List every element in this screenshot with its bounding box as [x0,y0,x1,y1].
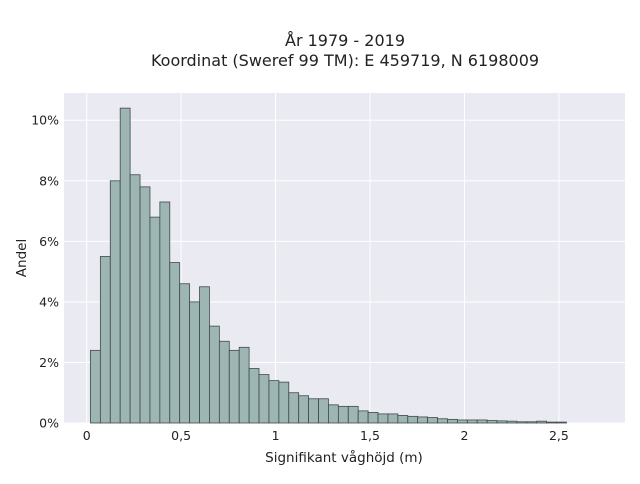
histogram-bar [427,417,438,424]
histogram-bar [288,392,300,424]
tick-labels: 0 0,5 1 1,5 2 2,5 0% 2% 4% 6% 8% 10% [31,113,569,443]
histogram-bar [556,421,567,424]
histogram-bar [129,174,141,424]
histogram-bar [328,404,339,424]
histogram-bar [278,381,290,424]
histogram-bar [526,421,538,424]
histogram-bar [447,418,458,424]
x-tick-label: 1,5 [360,428,380,443]
histogram-bar [308,398,319,424]
histogram-bar [159,201,171,424]
histogram-bar [516,421,528,424]
histogram-bar [407,415,419,424]
histogram-bar [90,349,101,424]
histogram-bar [179,283,191,424]
histogram-bar [437,418,448,424]
x-tick-label: 2,5 [549,428,569,443]
histogram-bar [476,419,488,424]
histogram-bar [318,398,329,424]
chart-subtitle: Koordinat (Sweref 99 TM): E 459719, N 61… [151,51,539,70]
y-tick-label: 0% [39,416,59,431]
histogram-bar [536,420,548,424]
histogram-bar [99,256,111,424]
histogram-bar [466,419,478,424]
x-tick-label: 0,5 [171,428,191,443]
histogram-bar [298,395,310,424]
histogram-bar [417,416,429,424]
x-tick-label: 2 [460,428,468,443]
histogram-bar [486,420,498,424]
histogram-bars [90,107,567,424]
histogram-bar [228,349,240,424]
y-tick-label: 2% [39,355,59,370]
histogram-bar [357,410,369,424]
histogram-bar [238,346,250,424]
y-tick-label: 6% [39,234,59,249]
histogram-bar [506,420,518,424]
histogram-bar [496,420,508,424]
histogram-bar [377,413,389,424]
histogram-bar [169,262,181,424]
y-axis-label: Andel [14,239,30,277]
x-tick-label: 1 [272,428,280,443]
histogram-bar [139,186,151,424]
histogram-bar [248,368,260,424]
histogram-bar [258,374,270,424]
histogram-bar [109,180,121,424]
chart-title: År 1979 - 2019 [285,31,405,50]
histogram-bar [189,301,200,424]
histogram-bar [387,413,399,424]
histogram-bar [397,415,409,424]
histogram-bar [268,380,280,424]
x-axis-label: Signifikant våghöjd (m) [265,449,423,466]
y-tick-label: 10% [31,113,59,128]
histogram-bar [209,325,220,424]
histogram-bar [456,419,468,424]
histogram-bar [337,405,349,424]
histogram-bar [218,340,230,424]
histogram-bar [347,405,359,424]
y-tick-label: 4% [39,294,59,309]
y-tick-label: 8% [39,173,59,188]
histogram-bar [367,412,379,424]
x-tick-label: 0 [83,428,91,443]
histogram-bar [199,286,210,424]
histogram-bar [149,216,161,424]
histogram-bar [119,107,131,424]
histogram-bar [546,421,557,424]
